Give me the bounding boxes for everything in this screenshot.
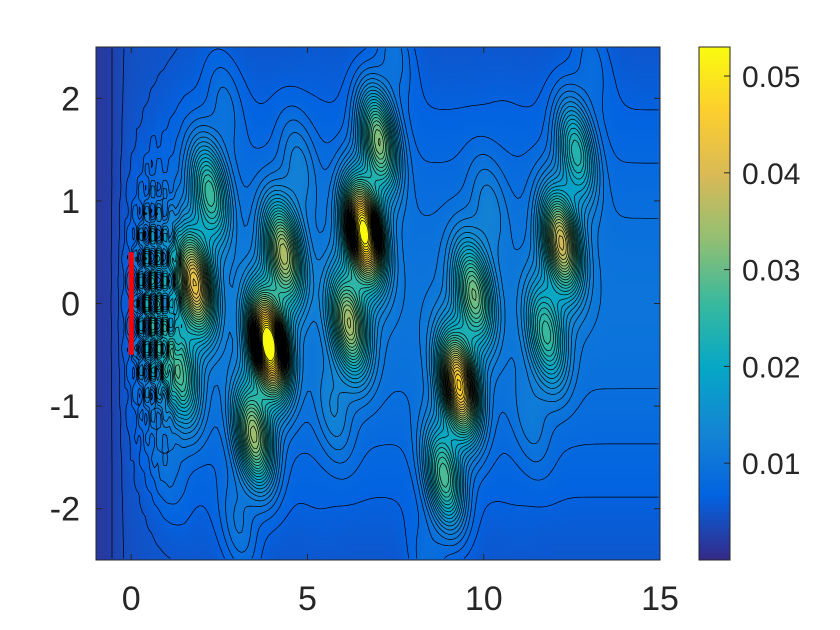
x-axis: 0 5 10 15 bbox=[122, 47, 679, 618]
colorbar-tick-label: 0.01 bbox=[742, 448, 800, 481]
x-tick-label: 5 bbox=[298, 580, 317, 618]
colorbar-tick-label: 0.02 bbox=[742, 351, 800, 384]
y-tick-label: 0 bbox=[61, 286, 80, 324]
colorbar: 0.05 0.04 0.03 0.02 0.01 bbox=[698, 46, 800, 561]
plot-area bbox=[95, 46, 661, 561]
x-tick-label: 0 bbox=[122, 580, 141, 618]
y-tick-label: -1 bbox=[50, 388, 80, 426]
contour-path bbox=[110, 48, 659, 559]
colorbar-tick-label: 0.04 bbox=[742, 158, 800, 191]
colorbar-scale bbox=[698, 46, 731, 561]
y-tick-label: 1 bbox=[61, 183, 80, 221]
x-tick-label: 10 bbox=[465, 580, 503, 618]
colorbar-ticks: 0.05 0.04 0.03 0.02 0.01 bbox=[724, 61, 800, 481]
y-tick-label: 2 bbox=[61, 80, 80, 118]
colorbar-tick-label: 0.05 bbox=[742, 61, 800, 94]
x-tick-label: 15 bbox=[641, 580, 679, 618]
y-tick-label: -2 bbox=[50, 491, 80, 529]
colorbar-tick-label: 0.03 bbox=[742, 255, 800, 288]
contour-lines bbox=[110, 48, 659, 559]
y-axis: 2 1 0 -1 -2 bbox=[50, 80, 660, 529]
